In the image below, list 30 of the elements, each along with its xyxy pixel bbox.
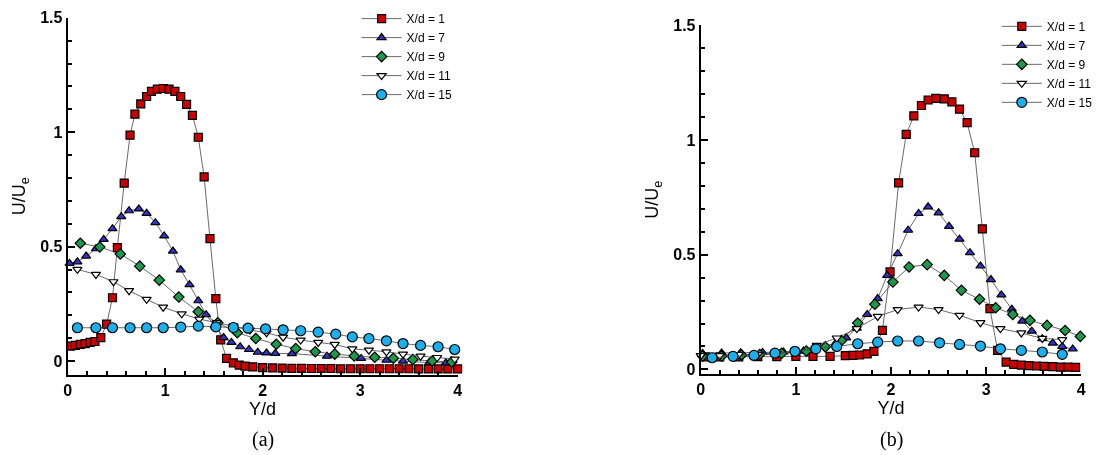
legend-label: X/d = 1	[406, 12, 446, 27]
y-tick-label: 0	[686, 361, 696, 379]
y-tick-label: 0.5	[673, 246, 696, 264]
x-tick-label: 1	[791, 381, 801, 399]
legend-label: X/d = 15	[1046, 96, 1093, 111]
x-tick-label: 4	[1076, 381, 1086, 399]
x-tick-label: 2	[258, 382, 268, 400]
y-tick-label: 1.5	[40, 9, 63, 27]
legend-label: X/d = 9	[1046, 58, 1086, 73]
x-tick-label: 3	[981, 381, 991, 399]
x-axis-title: Y/d	[877, 398, 905, 419]
legend-label: X/d = 11	[406, 69, 452, 84]
legend-label: X/d = 11	[1046, 77, 1092, 92]
y-tick-label: 0.5	[40, 238, 63, 256]
legend-label: X/d = 9	[406, 50, 446, 65]
legend-label: X/d = 1	[1046, 20, 1086, 35]
legend-label: X/d = 7	[406, 31, 446, 46]
text: (a)	[252, 428, 275, 451]
x-tick-label: 4	[453, 382, 463, 400]
x-tick-label: 1	[160, 382, 170, 400]
x-tick-label: 2	[886, 381, 896, 399]
x-axis-title: Y/d	[249, 399, 277, 420]
x-tick-label: 3	[355, 382, 365, 400]
y-tick-label: 1	[686, 131, 696, 149]
y-tick-label: 0	[53, 352, 63, 370]
y-tick-label: 1.5	[673, 17, 696, 35]
y-tick-label: 1	[53, 123, 63, 141]
legend-label: X/d = 15	[406, 88, 452, 103]
text: (b)	[880, 428, 904, 451]
legend-label: X/d = 7	[1046, 39, 1086, 54]
